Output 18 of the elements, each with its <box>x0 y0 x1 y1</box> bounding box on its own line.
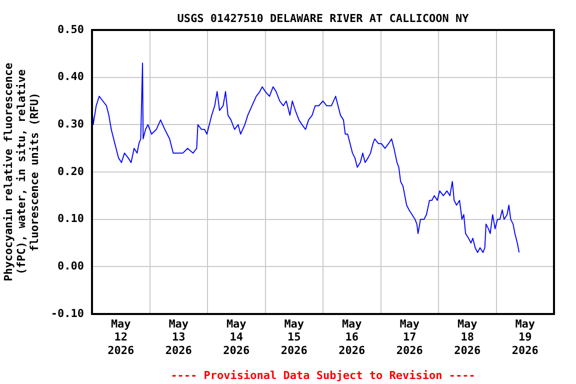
y-tick-label: 0.30 <box>58 118 84 131</box>
x-tick-label: May 18 2026 <box>454 317 481 357</box>
y-tick-label: -0.10 <box>50 306 84 320</box>
x-tick-label: May 15 2026 <box>280 317 308 357</box>
y-tick-label: 0.00 <box>58 260 84 273</box>
chart-title: USGS 01427510 DELAWARE RIVER AT CALLICOON NY <box>177 12 470 25</box>
x-tick-label: May 14 2026 <box>223 317 250 357</box>
y-tick-label: 0.20 <box>58 164 84 178</box>
x-tick-label: May 13 2026 <box>165 317 192 357</box>
x-tick-label: May 17 2026 <box>396 317 424 357</box>
x-tick-label: May 19 2026 <box>512 317 539 357</box>
y-tick-label: 0.10 <box>58 212 84 226</box>
x-tick-label: May 16 2026 <box>338 317 366 357</box>
y-axis-title: Phycocyanin relative fluorescence (fPC), water, in situ, relative fluorescence units (RFU) <box>2 62 41 282</box>
x-tick-label: May 12 2026 <box>108 317 134 357</box>
text: ---- Provisional Data Subject to Revision ---- <box>170 368 476 382</box>
y-tick-label: 0.40 <box>58 70 84 84</box>
y-tick-label: 0.50 <box>58 22 84 36</box>
